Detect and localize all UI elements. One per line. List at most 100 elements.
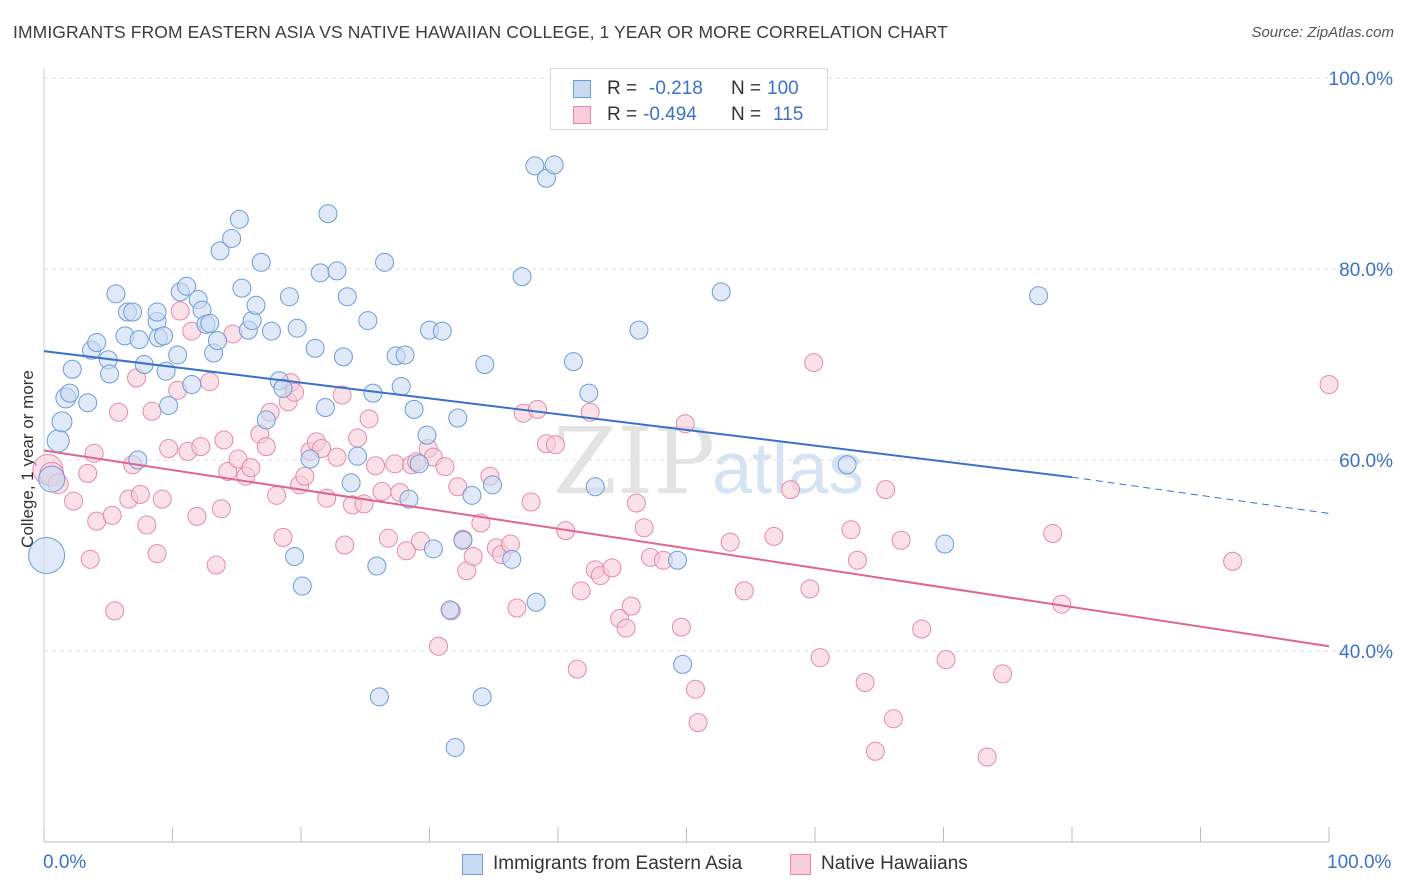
data-point (395, 345, 415, 365)
data-point (993, 664, 1013, 684)
data-point (200, 313, 220, 333)
data-point (804, 353, 824, 373)
data-point (445, 737, 465, 757)
data-point (105, 601, 125, 621)
data-point (585, 477, 605, 497)
data-point (385, 454, 405, 474)
data-point (375, 252, 395, 272)
data-point (359, 409, 379, 429)
data-point (261, 321, 281, 341)
data-point (502, 549, 522, 569)
data-point (187, 506, 207, 526)
data-point (800, 579, 820, 599)
data-point (46, 429, 70, 453)
data-point (154, 326, 174, 346)
data-point (626, 493, 646, 513)
data-point (207, 331, 227, 351)
legend-n-label: N = (731, 104, 762, 125)
data-point (341, 473, 361, 493)
series-eastern-asia (28, 155, 1049, 757)
data-point (137, 515, 157, 535)
data-point (168, 345, 188, 365)
data-point (544, 155, 564, 175)
data-point (358, 311, 378, 331)
bottom-legend-label: Native Hawaiians (821, 853, 968, 874)
data-point (781, 480, 801, 500)
data-point (305, 338, 325, 358)
data-point (232, 278, 252, 298)
data-point (327, 261, 347, 281)
data-point (78, 463, 98, 483)
data-point (51, 411, 73, 433)
data-point (1029, 286, 1049, 306)
data-point (147, 302, 167, 322)
data-point (159, 396, 179, 416)
data-point (453, 530, 473, 550)
data-point (256, 410, 276, 430)
data-point (159, 439, 179, 459)
data-point (521, 492, 541, 512)
y-tick-labels: 100.0% 80.0% 60.0% 40.0% (1329, 69, 1394, 663)
data-point (327, 447, 347, 467)
data-point (177, 276, 197, 296)
bottom-legend-swatch-blue (462, 854, 483, 875)
data-point (404, 399, 424, 419)
correlation-legend: R = -0.218 N = 100 R = -0.494 N = 115 (550, 68, 828, 130)
data-point (440, 600, 460, 620)
data-point (170, 301, 190, 321)
data-point (310, 263, 330, 283)
data-point (912, 619, 932, 639)
data-point (206, 555, 226, 575)
data-point (64, 491, 84, 511)
data-point (512, 267, 532, 287)
data-point (273, 378, 293, 398)
chart-title: IMMIGRANTS FROM EASTERN ASIA VS NATIVE H… (13, 22, 948, 42)
data-point (200, 372, 220, 392)
data-point (1319, 375, 1339, 395)
watermark: ZIP atlas (553, 408, 864, 515)
data-point (38, 465, 66, 493)
data-point (335, 535, 355, 555)
data-point (378, 528, 398, 548)
data-point (472, 687, 492, 707)
data-point (545, 435, 565, 455)
data-point (333, 347, 353, 367)
data-point (348, 446, 368, 466)
data-point (435, 457, 455, 477)
data-point (318, 204, 338, 224)
series-native-hawaiians (32, 301, 1339, 767)
data-point (337, 287, 357, 307)
data-point (616, 618, 636, 638)
data-point (80, 549, 100, 569)
data-point (147, 544, 167, 564)
data-point (448, 477, 468, 497)
data-point (1043, 524, 1063, 544)
data-point (417, 425, 437, 445)
data-point (130, 484, 150, 504)
data-point (883, 709, 903, 729)
data-point (876, 480, 896, 500)
y-tick-label-40: 40.0% (1339, 642, 1393, 663)
data-point (399, 489, 419, 509)
legend-swatch-blue (573, 80, 591, 98)
data-point (579, 383, 599, 403)
data-point (367, 556, 387, 576)
data-point (191, 437, 211, 457)
data-point (251, 252, 271, 272)
data-point (507, 598, 527, 618)
legend-r-label: R = (607, 78, 638, 99)
data-point (432, 321, 452, 341)
data-point (629, 320, 649, 340)
data-point (218, 461, 238, 481)
data-point (295, 466, 315, 486)
y-tick-label-60: 60.0% (1339, 451, 1393, 472)
trend-lines (43, 350, 1330, 648)
legend-r-label: R = (607, 104, 638, 125)
data-point (734, 581, 754, 601)
legend-swatch-pink (573, 106, 591, 124)
data-point (241, 458, 261, 478)
trend-line-blue (43, 350, 1073, 479)
legend-n-value: 115 (773, 104, 804, 125)
data-point (211, 499, 231, 519)
